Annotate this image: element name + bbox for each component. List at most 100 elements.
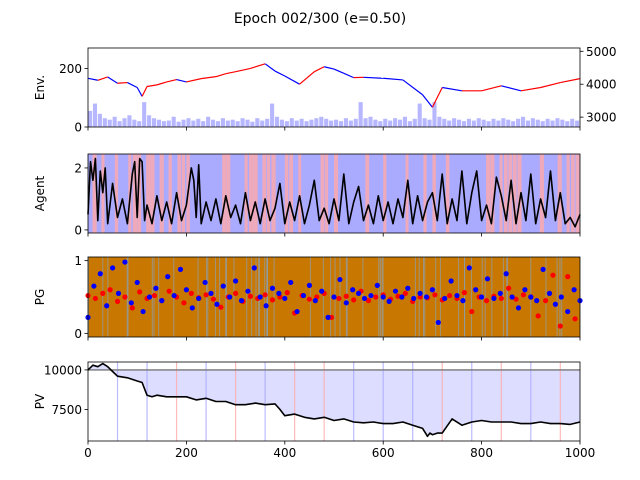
volume-bar <box>304 121 309 127</box>
env-panel: 0 200 3000 4000 5000 Env. <box>33 45 617 135</box>
volume-bar <box>555 118 560 127</box>
pg-point-blue <box>233 278 239 284</box>
pg-point-red <box>498 295 504 302</box>
env-left-ytick-label: 200 <box>59 62 82 76</box>
price-segment <box>176 79 187 83</box>
price-segment <box>186 78 202 83</box>
pg-point-blue <box>288 279 294 286</box>
pg-frame <box>87 256 581 338</box>
pg-point-red <box>373 294 379 300</box>
volume-bar <box>486 121 491 127</box>
pg-point-blue <box>122 259 128 265</box>
volume-bar <box>245 119 250 127</box>
agent-line <box>87 157 581 228</box>
volume-bar <box>112 116 117 127</box>
volume-bar <box>511 121 516 127</box>
pg-ytick-label: 0 <box>74 327 82 341</box>
volume-bar <box>147 115 152 127</box>
pg-point-blue <box>380 294 386 300</box>
agent-action-band <box>271 154 276 233</box>
volume-bar <box>220 118 225 127</box>
pg-point-blue <box>515 305 522 311</box>
agent-action-band <box>101 154 105 233</box>
volume-bar <box>127 115 132 127</box>
agent-action-band <box>405 154 409 233</box>
pg-point-blue <box>484 276 491 282</box>
price-segment <box>284 75 300 85</box>
pg-point-blue <box>110 265 116 271</box>
pg-action-band <box>545 257 547 337</box>
pg-point-blue <box>165 274 171 280</box>
pg-point-red <box>151 292 158 299</box>
pg-point-blue <box>399 294 405 300</box>
pv-frame <box>87 361 581 442</box>
pg-point-blue <box>442 295 448 302</box>
pg-action-band <box>422 257 424 337</box>
agent-ytick-label: 0 <box>74 223 82 237</box>
env-right-ytick-label: 4000 <box>586 78 617 92</box>
price-segment <box>235 67 251 73</box>
price-segment <box>333 68 345 74</box>
pg-point-blue <box>312 298 318 304</box>
volume-bar <box>230 119 235 127</box>
volume-bar <box>142 102 147 127</box>
volume-bar <box>407 121 412 127</box>
volume-bar <box>166 120 171 127</box>
pg-point-red <box>351 297 357 303</box>
volume-bar <box>471 120 476 127</box>
pg-action-band <box>507 257 509 337</box>
price-segment <box>363 76 384 79</box>
pg-point-blue <box>153 285 159 291</box>
volume-bar <box>402 116 407 127</box>
pg-point-blue <box>282 295 288 302</box>
volume-bar <box>575 120 580 127</box>
agent-ylabel: Agent <box>33 175 47 211</box>
agent-action-band <box>137 154 142 233</box>
agent-action-band <box>92 154 97 233</box>
volume-bar <box>378 121 383 127</box>
agent-action-band <box>132 154 138 233</box>
volume-bar <box>299 118 304 127</box>
volume-bar <box>368 116 373 127</box>
volume-bar <box>265 118 270 127</box>
pg-point-red <box>210 296 217 302</box>
volume-bar <box>186 118 191 127</box>
env-right-ytick-label: 5000 <box>586 45 617 59</box>
volume-bar <box>393 118 398 127</box>
volume-bar <box>525 120 530 127</box>
pg-point-blue <box>361 295 368 302</box>
env-right-ytick-label: 3000 <box>586 111 617 125</box>
pg-point-blue <box>306 282 312 288</box>
pg-point-red <box>107 287 113 293</box>
volume-bar <box>102 118 107 127</box>
agent-action-band <box>150 154 155 233</box>
volume-bar <box>540 121 545 127</box>
volume-bar <box>334 119 339 127</box>
pg-point-blue <box>429 287 435 293</box>
pg-point-blue <box>208 290 214 296</box>
volume-bar <box>550 120 555 127</box>
pg-point-blue <box>528 294 534 300</box>
volume-bar <box>211 119 216 127</box>
pg-point-red <box>181 300 187 306</box>
volume-bar <box>151 118 157 127</box>
agent-frame <box>87 153 581 234</box>
agent-action-band <box>226 154 231 233</box>
agent-action-band <box>222 154 227 233</box>
pg-point-red <box>402 290 408 296</box>
pg-point-blue <box>183 287 189 293</box>
volume-bar <box>294 120 299 127</box>
price-segment <box>250 63 266 69</box>
pg-point-blue <box>540 266 546 272</box>
volume-bar <box>309 119 314 127</box>
volume-bar <box>289 118 294 127</box>
volume-bar <box>324 118 329 127</box>
agent-action-band <box>539 154 545 233</box>
pg-point-red <box>137 289 143 295</box>
pg-point-blue <box>448 278 454 284</box>
price-segment <box>422 94 433 108</box>
pg-point-blue <box>479 294 485 300</box>
volume-bar <box>348 120 353 127</box>
pv-line <box>87 362 581 438</box>
price-segment <box>215 73 226 78</box>
